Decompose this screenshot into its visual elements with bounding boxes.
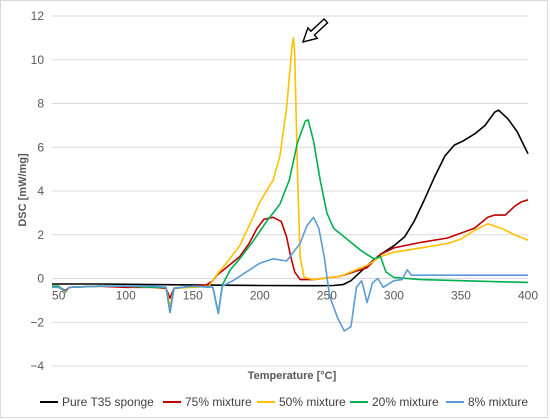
x-tick-label: 200 xyxy=(250,289,270,303)
y-tick-label: 0 xyxy=(37,272,44,286)
x-tick-label: 350 xyxy=(451,289,471,303)
y-tick-label: −4 xyxy=(30,359,44,373)
x-tick-label: 150 xyxy=(183,289,203,303)
x-tick-label: 300 xyxy=(384,289,404,303)
series-line-3 xyxy=(52,119,529,315)
x-tick-label: 250 xyxy=(317,289,337,303)
legend: Pure T35 sponge 75% mixture 50% mixture 20%… xyxy=(40,395,528,409)
y-axis-title: DSC [mW/mg] xyxy=(17,153,29,227)
y-tick-label: 12 xyxy=(31,9,45,23)
gridlines xyxy=(52,15,528,367)
series-line-4 xyxy=(52,216,528,332)
x-tick-label: 400 xyxy=(518,289,538,303)
series-lines xyxy=(51,37,529,332)
x-tick-labels: 50 100 150 200 250 300 350 400 xyxy=(52,289,538,303)
y-tick-label: 2 xyxy=(37,228,44,242)
series-line-0 xyxy=(52,109,529,287)
legend-label-3: 20% mixture xyxy=(372,395,439,409)
y-tick-label: 10 xyxy=(31,53,45,67)
series-line-2 xyxy=(52,37,529,308)
legend-label-2: 50% mixture xyxy=(279,395,346,409)
y-tick-labels: −4 −2 0 2 4 6 8 10 12 xyxy=(30,9,44,373)
peak-arrow xyxy=(301,18,329,43)
x-tick-label: 100 xyxy=(116,289,136,303)
x-axis-title: Temperature [°C] xyxy=(248,370,337,382)
legend-label-4: 8% mixture xyxy=(468,395,528,409)
y-tick-label: 6 xyxy=(37,140,44,154)
y-tick-label: 8 xyxy=(37,97,44,111)
y-tick-label: −2 xyxy=(30,315,44,329)
y-tick-label: 4 xyxy=(37,184,44,198)
series-line-1 xyxy=(51,199,529,300)
legend-label-1: 75% mixture xyxy=(185,395,252,409)
x-tick-label: 50 xyxy=(52,289,66,303)
legend-label-0: Pure T35 sponge xyxy=(62,395,154,409)
arrow-icon xyxy=(301,18,329,43)
